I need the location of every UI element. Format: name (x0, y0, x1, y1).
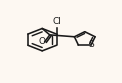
Text: Cl: Cl (52, 17, 61, 26)
Text: O: O (38, 37, 45, 46)
Text: S: S (89, 40, 94, 49)
